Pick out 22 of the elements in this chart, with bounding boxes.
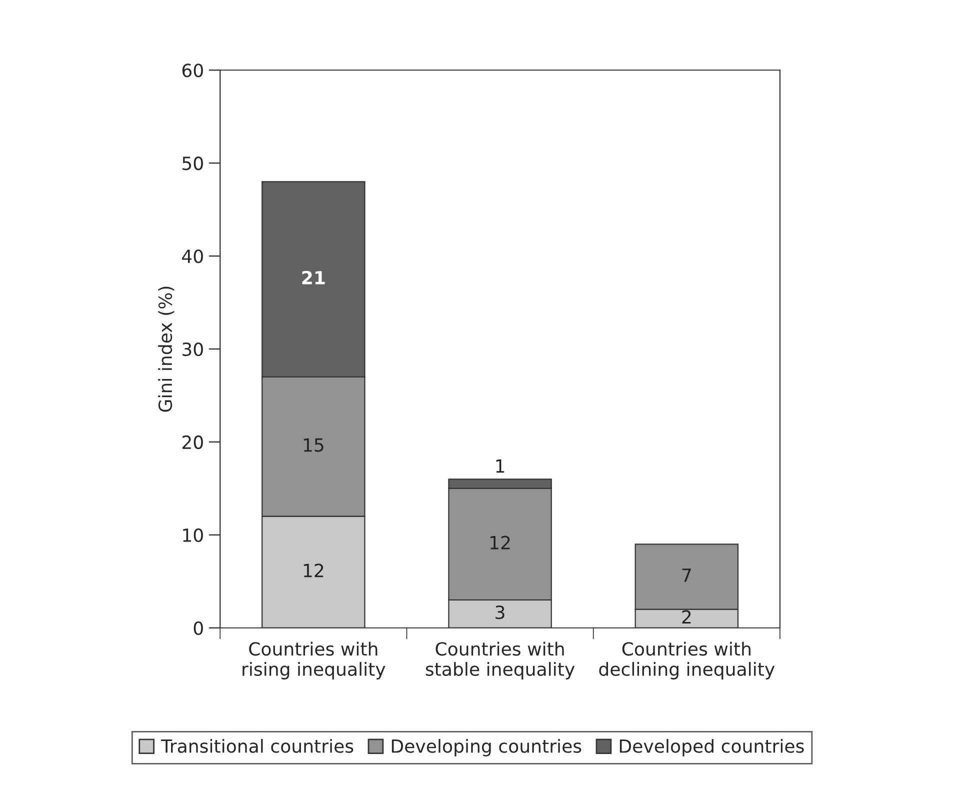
y-tick-label: 10 — [183, 528, 203, 542]
y-axis-title: Gini index (%) — [158, 286, 174, 412]
data-label: 12 — [304, 564, 324, 578]
data-label: 7 — [682, 568, 691, 582]
data-label: 21 — [302, 270, 325, 284]
data-label: 15 — [304, 438, 324, 452]
y-tick-label: 40 — [182, 250, 203, 264]
y-tick-label: 20 — [182, 435, 203, 450]
data-label: 3 — [496, 606, 504, 620]
x-tick-label: Countries with rising inequality — [242, 642, 386, 680]
y-tick-label: 0 — [194, 621, 203, 635]
y-tick-label: 60 — [182, 64, 203, 78]
data-label: 12 — [490, 536, 510, 550]
legend-label: Developing countries — [392, 738, 582, 756]
legend-label: Transitional countries — [160, 738, 354, 753]
data-label: 1 — [496, 459, 504, 473]
y-tick-label: 50 — [182, 156, 203, 170]
legend-label: Developed countries — [620, 738, 804, 756]
x-tick-label: Countries with stable inequality — [426, 642, 575, 680]
data-label: 2 — [682, 610, 691, 624]
y-tick-label: 30 — [182, 342, 203, 356]
x-tick-label: Countries with declining inequality — [599, 642, 775, 680]
